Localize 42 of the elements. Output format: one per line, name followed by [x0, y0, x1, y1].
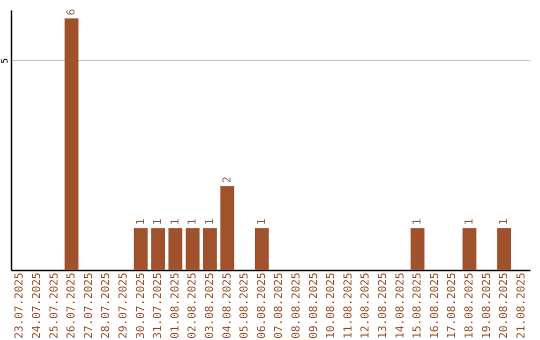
x-tick-label: 31.07.2025: [151, 272, 164, 339]
x-tick-label: 19.08.2025: [480, 272, 493, 339]
x-tick-label: 07.08.2025: [272, 272, 286, 339]
x-tick-label: 20.08.2025: [497, 272, 510, 339]
data-label: 6: [64, 8, 78, 16]
y-tick-label: 5: [0, 58, 10, 64]
x-tick-label: 29.07.2025: [116, 272, 130, 339]
x-tick-label: 24.07.2025: [30, 272, 43, 339]
x-tick-label: 25.07.2025: [47, 272, 60, 339]
data-label: 1: [168, 218, 182, 226]
data-label: 1: [134, 218, 147, 226]
x-tick-label: 23.07.2025: [12, 272, 26, 339]
x-tick-label: 02.08.2025: [186, 272, 199, 339]
data-label: 1: [462, 218, 476, 226]
data-label: 1: [410, 218, 424, 226]
x-tick-label: 21.08.2025: [514, 272, 528, 339]
x-tick-label: 06.08.2025: [254, 272, 268, 339]
data-label: 1: [254, 218, 268, 226]
data-label: 1: [202, 218, 216, 226]
x-tick-label: 05.08.2025: [238, 272, 251, 339]
x-tick-label: 15.08.2025: [410, 272, 424, 339]
x-tick-label: 12.08.2025: [358, 272, 372, 339]
x-tick-label: 17.08.2025: [445, 272, 458, 339]
x-tick-label: 27.07.2025: [82, 272, 95, 339]
x-tick-label: 10.08.2025: [324, 272, 338, 339]
data-label: 1: [186, 218, 199, 226]
x-tick-label: 16.08.2025: [428, 272, 441, 339]
x-tick-label: 13.08.2025: [376, 272, 389, 339]
data-label: 2: [220, 176, 234, 184]
data-label: 1: [497, 218, 510, 226]
x-tick-label: 18.08.2025: [462, 272, 476, 339]
x-tick-label: 11.08.2025: [341, 272, 354, 339]
x-tick-label: 14.08.2025: [393, 272, 406, 339]
data-label: 1: [151, 218, 164, 226]
x-tick-label: 04.08.2025: [220, 272, 234, 339]
x-tick-label: 01.08.2025: [168, 272, 182, 339]
x-tick-label: 26.07.2025: [64, 272, 78, 339]
x-tick-label: 28.07.2025: [99, 272, 112, 339]
x-tick-label: 08.08.2025: [289, 272, 302, 339]
x-tick-label: 03.08.2025: [202, 272, 216, 339]
x-tick-label: 09.08.2025: [306, 272, 320, 339]
x-tick-label: 30.07.2025: [134, 272, 147, 339]
